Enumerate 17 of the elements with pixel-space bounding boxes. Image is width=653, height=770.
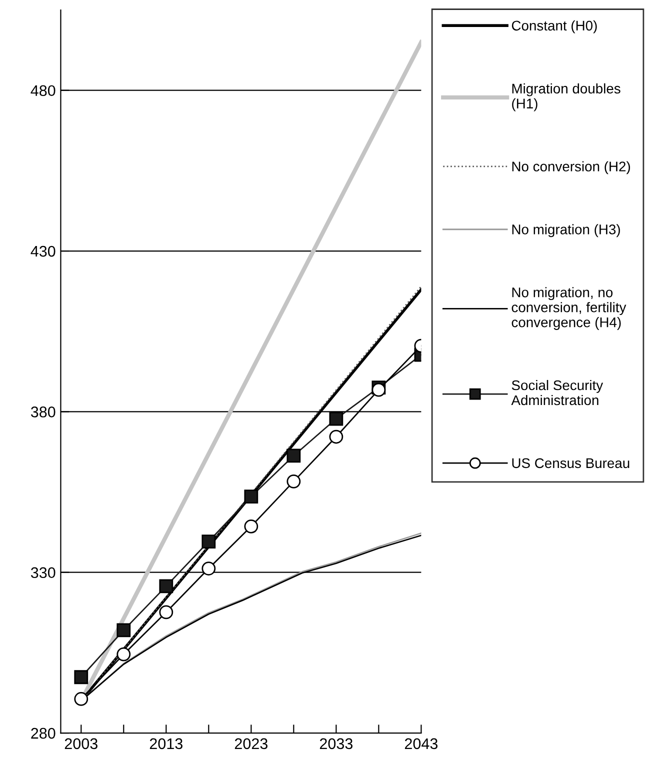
y-tick-label: 330: [30, 567, 56, 578]
x-tick-label: 2023: [234, 738, 268, 750]
y-tick-label: 380: [30, 406, 56, 418]
legend-label: US Census Bureau: [512, 458, 630, 468]
x-tick-label: 2003: [64, 738, 98, 750]
x-tick-label: 2013: [150, 738, 182, 750]
legend-label: Migration doubles (H1): [512, 83, 620, 112]
legend-label: No migration (H3): [512, 224, 620, 238]
y-tick-label: 430: [30, 246, 56, 257]
legend-label: Social Security Administration: [511, 380, 604, 406]
x-tick-label: 2043: [404, 738, 438, 750]
x-tick-label: 2033: [320, 738, 352, 750]
legend-label: No migration, no conversion, fertility convergence (H4): [512, 287, 626, 330]
legend-label: No conversion (H2): [512, 161, 630, 174]
y-tick-label: 280: [31, 728, 56, 739]
legend-label: Constant (H0): [512, 20, 597, 34]
y-tick-label: 480: [30, 85, 56, 96]
